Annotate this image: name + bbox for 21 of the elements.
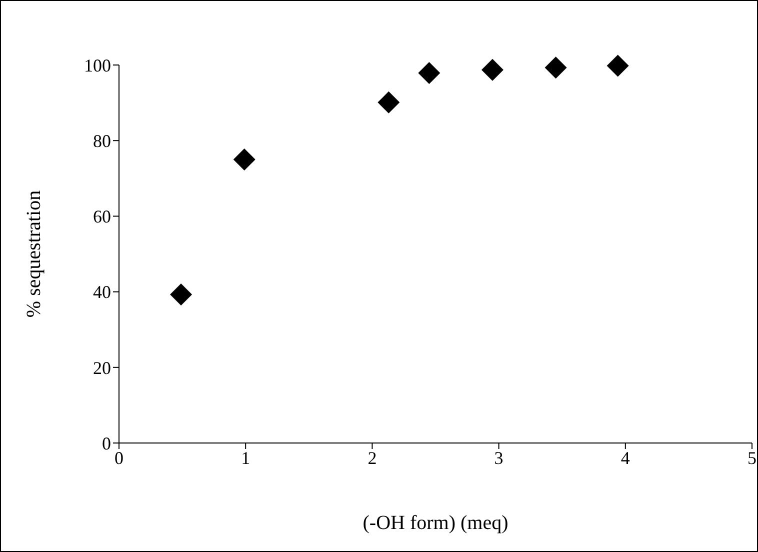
y-axis-title: % sequestration [23,190,46,318]
x-tick-label: 4 [620,448,630,468]
x-tick-label: 2 [368,448,377,468]
y-tick-label: 80 [93,130,111,151]
point [170,283,192,306]
point [233,148,256,170]
x-tick-label: 3 [494,448,504,468]
y-tick-label: 20 [93,358,111,378]
y-tick-label: 100 [84,55,111,76]
x-tick-label: 0 [114,448,124,468]
point [544,56,567,79]
point [418,62,440,84]
x-axis-title: (-OH form) (meq) [362,512,508,534]
x-tick-label: 5 [748,448,756,468]
y-tick-label: 60 [93,206,111,227]
y-tick-label: 40 [93,282,111,302]
y-tick-label: 0 [102,433,111,454]
point [378,91,400,114]
x-tick-label: 1 [241,448,250,468]
point [606,54,629,77]
point [481,58,504,81]
